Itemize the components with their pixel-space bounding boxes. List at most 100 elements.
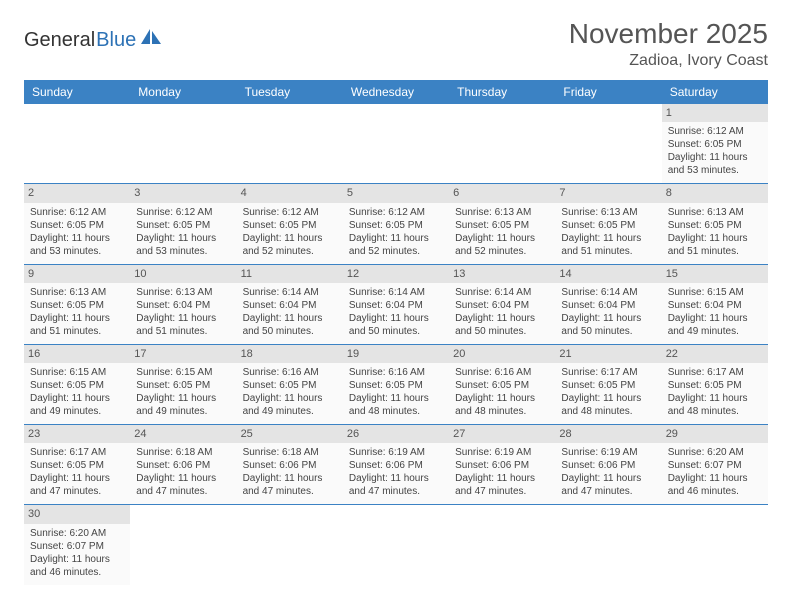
sunset-text: Sunset: 6:05 PM	[30, 459, 124, 472]
daylight-text: Daylight: 11 hours and 52 minutes.	[349, 232, 443, 258]
sunset-text: Sunset: 6:05 PM	[30, 219, 124, 232]
sunrise-text: Sunrise: 6:14 AM	[561, 286, 655, 299]
day-cell: 5Sunrise: 6:12 AMSunset: 6:05 PMDaylight…	[343, 184, 449, 264]
day-cell: 19Sunrise: 6:16 AMSunset: 6:05 PMDayligh…	[343, 344, 449, 424]
sunset-text: Sunset: 6:06 PM	[243, 459, 337, 472]
sunset-text: Sunset: 6:05 PM	[455, 219, 549, 232]
empty-cell	[662, 505, 768, 585]
calendar-week-row: 23Sunrise: 6:17 AMSunset: 6:05 PMDayligh…	[24, 425, 768, 505]
calendar-week-row: 16Sunrise: 6:15 AMSunset: 6:05 PMDayligh…	[24, 344, 768, 424]
daylight-text: Daylight: 11 hours and 52 minutes.	[243, 232, 337, 258]
sunset-text: Sunset: 6:05 PM	[30, 299, 124, 312]
daylight-text: Daylight: 11 hours and 47 minutes.	[455, 472, 549, 498]
empty-cell	[130, 104, 236, 184]
sunset-text: Sunset: 6:04 PM	[349, 299, 443, 312]
day-number: 29	[662, 425, 768, 443]
daylight-text: Daylight: 11 hours and 49 minutes.	[243, 392, 337, 418]
day-number: 25	[237, 425, 343, 443]
day-cell: 27Sunrise: 6:19 AMSunset: 6:06 PMDayligh…	[449, 425, 555, 505]
day-number: 20	[449, 345, 555, 363]
sunset-text: Sunset: 6:05 PM	[561, 219, 655, 232]
daylight-text: Daylight: 11 hours and 50 minutes.	[561, 312, 655, 338]
daylight-text: Daylight: 11 hours and 51 minutes.	[30, 312, 124, 338]
weekday-header: Saturday	[662, 80, 768, 104]
sunset-text: Sunset: 6:07 PM	[668, 459, 762, 472]
sunrise-text: Sunrise: 6:15 AM	[668, 286, 762, 299]
daylight-text: Daylight: 11 hours and 48 minutes.	[561, 392, 655, 418]
daylight-text: Daylight: 11 hours and 53 minutes.	[30, 232, 124, 258]
daylight-text: Daylight: 11 hours and 53 minutes.	[136, 232, 230, 258]
sunset-text: Sunset: 6:05 PM	[349, 379, 443, 392]
day-cell: 22 Sunrise: 6:17 AMSunset: 6:05 PMDayligh…	[662, 344, 768, 424]
day-cell: 25Sunrise: 6:18 AMSunset: 6:06 PMDayligh…	[237, 425, 343, 505]
empty-cell	[449, 505, 555, 585]
weekday-header: Tuesday	[237, 80, 343, 104]
sunset-text: Sunset: 6:04 PM	[561, 299, 655, 312]
day-number: 10	[130, 265, 236, 283]
daylight-text: Daylight: 11 hours and 48 minutes.	[455, 392, 549, 418]
sunset-text: Sunset: 6:05 PM	[668, 379, 762, 392]
sunset-text: Sunset: 6:04 PM	[136, 299, 230, 312]
sunrise-text: Sunrise: 6:14 AM	[349, 286, 443, 299]
daylight-text: Daylight: 11 hours and 48 minutes.	[349, 392, 443, 418]
brand-part2: Blue	[96, 29, 136, 52]
daylight-text: Daylight: 11 hours and 49 minutes.	[30, 392, 124, 418]
day-number: 4	[237, 184, 343, 202]
day-number: 1	[662, 104, 768, 122]
day-number: 22	[662, 345, 768, 363]
day-cell: 4Sunrise: 6:12 AMSunset: 6:05 PMDaylight…	[237, 184, 343, 264]
daylight-text: Daylight: 11 hours and 49 minutes.	[136, 392, 230, 418]
calendar-week-row: 2Sunrise: 6:12 AMSunset: 6:05 PMDaylight…	[24, 184, 768, 264]
day-cell: 1Sunrise: 6:12 AMSunset: 6:05 PMDaylight…	[662, 104, 768, 184]
day-number: 23	[24, 425, 130, 443]
sunset-text: Sunset: 6:06 PM	[136, 459, 230, 472]
weekday-header: Sunday	[24, 80, 130, 104]
daylight-text: Daylight: 11 hours and 48 minutes.	[668, 392, 762, 418]
weekday-header: Thursday	[449, 80, 555, 104]
weekday-header: Friday	[555, 80, 661, 104]
sunrise-text: Sunrise: 6:13 AM	[455, 206, 549, 219]
day-cell: 10Sunrise: 6:13 AMSunset: 6:04 PMDayligh…	[130, 264, 236, 344]
empty-cell	[130, 505, 236, 585]
sunrise-text: Sunrise: 6:12 AM	[668, 125, 762, 138]
day-number: 21	[555, 345, 661, 363]
day-number: 12	[343, 265, 449, 283]
calendar-week-row: 1Sunrise: 6:12 AMSunset: 6:05 PMDaylight…	[24, 104, 768, 184]
empty-cell	[237, 505, 343, 585]
sunrise-text: Sunrise: 6:18 AM	[136, 446, 230, 459]
sunset-text: Sunset: 6:05 PM	[668, 219, 762, 232]
day-number: 26	[343, 425, 449, 443]
empty-cell	[555, 104, 661, 184]
sunrise-text: Sunrise: 6:17 AM	[668, 366, 762, 379]
day-cell: 24Sunrise: 6:18 AMSunset: 6:06 PMDayligh…	[130, 425, 236, 505]
day-number: 13	[449, 265, 555, 283]
day-cell: 2Sunrise: 6:12 AMSunset: 6:05 PMDaylight…	[24, 184, 130, 264]
sunrise-text: Sunrise: 6:12 AM	[136, 206, 230, 219]
day-cell: 16Sunrise: 6:15 AMSunset: 6:05 PMDayligh…	[24, 344, 130, 424]
sunset-text: Sunset: 6:05 PM	[561, 379, 655, 392]
brand-logo: GeneralBlue	[24, 28, 162, 52]
day-cell: 29Sunrise: 6:20 AMSunset: 6:07 PMDayligh…	[662, 425, 768, 505]
day-number: 3	[130, 184, 236, 202]
daylight-text: Daylight: 11 hours and 53 minutes.	[668, 151, 762, 177]
sunrise-text: Sunrise: 6:14 AM	[243, 286, 337, 299]
day-number: 8	[662, 184, 768, 202]
daylight-text: Daylight: 11 hours and 50 minutes.	[243, 312, 337, 338]
header: GeneralBlue November 2025 Zadioa, Ivory …	[24, 18, 768, 70]
daylight-text: Daylight: 11 hours and 47 minutes.	[30, 472, 124, 498]
sunrise-text: Sunrise: 6:16 AM	[349, 366, 443, 379]
day-cell: 17Sunrise: 6:15 AMSunset: 6:05 PMDayligh…	[130, 344, 236, 424]
weekday-header: Monday	[130, 80, 236, 104]
day-cell: 15Sunrise: 6:15 AMSunset: 6:04 PMDayligh…	[662, 264, 768, 344]
daylight-text: Daylight: 11 hours and 51 minutes.	[136, 312, 230, 338]
daylight-text: Daylight: 11 hours and 52 minutes.	[455, 232, 549, 258]
sunset-text: Sunset: 6:04 PM	[668, 299, 762, 312]
empty-cell	[449, 104, 555, 184]
calendar-week-row: 9Sunrise: 6:13 AMSunset: 6:05 PMDaylight…	[24, 264, 768, 344]
sunset-text: Sunset: 6:06 PM	[561, 459, 655, 472]
day-number: 30	[24, 505, 130, 523]
daylight-text: Daylight: 11 hours and 47 minutes.	[349, 472, 443, 498]
daylight-text: Daylight: 11 hours and 47 minutes.	[243, 472, 337, 498]
day-cell: 28Sunrise: 6:19 AMSunset: 6:06 PMDayligh…	[555, 425, 661, 505]
sail-icon	[140, 28, 162, 52]
